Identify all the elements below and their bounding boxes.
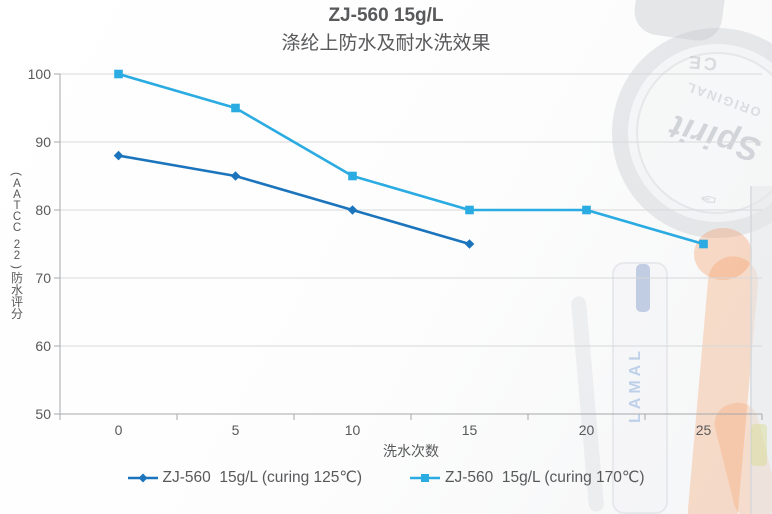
y-tick-label: 50	[35, 406, 51, 422]
y-axis-title-char: 分	[10, 306, 23, 321]
y-axis-title-char: 评	[10, 294, 23, 309]
legend-item-0: ZJ-560 15g/L (curing 125℃)	[127, 468, 363, 487]
x-tick-label: 10	[345, 422, 361, 438]
y-axis-title-char: (	[10, 171, 24, 176]
y-tick-label: 90	[35, 134, 51, 150]
y-tick-label: 70	[35, 270, 51, 286]
data-point-marker	[465, 205, 474, 215]
data-point-marker	[464, 239, 475, 249]
y-axis-title-char: )	[10, 264, 24, 269]
data-point-marker	[114, 69, 123, 79]
data-point-marker	[230, 171, 241, 181]
x-tick-label: 15	[462, 422, 478, 438]
y-axis-title-char: C	[12, 221, 22, 234]
x-tick-label: 20	[579, 422, 595, 438]
y-axis-title: (A A T C C 2 2) 防水评分	[6, 74, 28, 414]
data-point-marker	[347, 205, 358, 215]
y-axis-title-char: C	[12, 210, 22, 223]
x-axis-label: 洗水次数	[383, 443, 439, 459]
data-point-marker	[699, 239, 708, 249]
legend-item-1: ZJ-560 15g/L (curing 170℃)	[410, 468, 645, 487]
data-point-marker	[348, 171, 357, 181]
x-tick-label: 5	[232, 422, 240, 438]
y-axis-title-char: 防	[10, 270, 23, 285]
series-line-1	[118, 72, 704, 246]
series-line-0	[118, 154, 470, 246]
y-axis-title-char: A	[13, 177, 21, 190]
y-axis-title-char: T	[13, 199, 21, 212]
y-tick-label: 100	[28, 66, 52, 82]
legend-marker-square-icon	[410, 473, 440, 482]
y-axis-title-char: 水	[10, 282, 23, 297]
y-axis-title-char: 2	[13, 249, 21, 262]
x-tick-label: 0	[115, 422, 123, 438]
data-point-marker	[231, 103, 240, 113]
chart-title: ZJ-560 15g/L	[328, 5, 444, 26]
legend-marker-diamond-icon	[127, 473, 158, 482]
data-point-marker	[582, 205, 591, 215]
chart-subtitle: 涤纶上防水及耐水洗效果	[281, 33, 491, 54]
legend-label: ZJ-560 15g/L (curing 170℃)	[445, 469, 645, 486]
y-tick-label: 80	[35, 202, 51, 218]
y-tick-label: 60	[35, 338, 51, 354]
legend-label: ZJ-560 15g/L (curing 125℃)	[162, 469, 363, 486]
legend: ZJ-560 15g/L (curing 125℃) ZJ-560 15g/L (…	[0, 468, 772, 487]
data-point-marker	[113, 150, 124, 161]
y-axis-title-char: A	[13, 188, 21, 201]
x-tick-label: 25	[696, 422, 712, 438]
y-axis-title-char: 2	[13, 238, 21, 251]
